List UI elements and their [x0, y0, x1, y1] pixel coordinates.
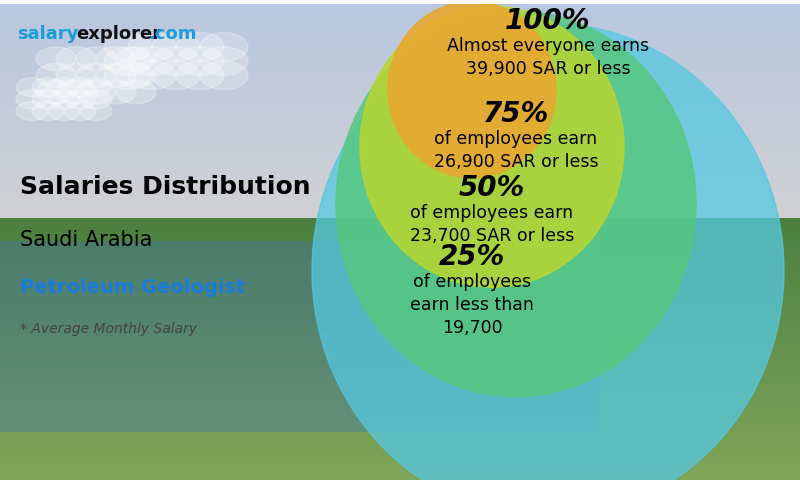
- Circle shape: [32, 90, 64, 108]
- Bar: [400, 166, 412, 204]
- Circle shape: [104, 47, 152, 75]
- Circle shape: [76, 80, 116, 104]
- Circle shape: [16, 102, 48, 120]
- Circle shape: [48, 78, 80, 97]
- Text: 100%: 100%: [506, 7, 590, 35]
- Text: salary: salary: [18, 25, 79, 43]
- Circle shape: [80, 102, 112, 120]
- Text: .com: .com: [148, 25, 197, 43]
- Circle shape: [32, 102, 64, 120]
- Text: of employees earn
23,700 SAR or less: of employees earn 23,700 SAR or less: [410, 204, 574, 245]
- Circle shape: [176, 61, 224, 90]
- Circle shape: [36, 47, 76, 71]
- Circle shape: [152, 47, 200, 75]
- Bar: [552, 166, 562, 209]
- Bar: [432, 166, 443, 209]
- Ellipse shape: [360, 6, 624, 287]
- Circle shape: [96, 63, 136, 87]
- Text: Petroleum Geologist: Petroleum Geologist: [20, 278, 246, 297]
- Circle shape: [116, 63, 156, 87]
- Circle shape: [116, 47, 156, 71]
- Circle shape: [152, 61, 200, 90]
- Ellipse shape: [312, 23, 784, 480]
- Circle shape: [128, 61, 176, 90]
- Ellipse shape: [336, 11, 696, 396]
- Bar: [584, 166, 596, 218]
- Circle shape: [16, 90, 48, 108]
- Circle shape: [64, 90, 96, 108]
- Circle shape: [104, 61, 152, 90]
- Circle shape: [176, 47, 224, 75]
- Text: 25%: 25%: [439, 242, 505, 271]
- Bar: [568, 166, 578, 214]
- Text: of employees
earn less than
19,700: of employees earn less than 19,700: [410, 273, 534, 337]
- Circle shape: [152, 33, 200, 61]
- Text: explorer: explorer: [76, 25, 161, 43]
- Bar: [600, 170, 608, 209]
- Circle shape: [48, 102, 80, 120]
- Circle shape: [64, 78, 96, 97]
- Bar: [464, 166, 474, 214]
- Circle shape: [36, 63, 76, 87]
- Circle shape: [96, 47, 136, 71]
- Bar: [448, 166, 461, 218]
- Circle shape: [80, 90, 112, 108]
- Bar: [504, 170, 512, 214]
- Circle shape: [56, 63, 96, 87]
- Bar: [480, 166, 492, 223]
- Text: 50%: 50%: [459, 174, 525, 202]
- Circle shape: [64, 102, 96, 120]
- Circle shape: [56, 47, 96, 71]
- Circle shape: [128, 47, 176, 75]
- Ellipse shape: [388, 1, 556, 178]
- Bar: [416, 166, 426, 214]
- Circle shape: [176, 33, 224, 61]
- Bar: [496, 166, 507, 218]
- Bar: [520, 170, 530, 209]
- Text: Saudi Arabia: Saudi Arabia: [20, 229, 152, 250]
- Circle shape: [36, 80, 76, 104]
- Circle shape: [200, 61, 248, 90]
- Circle shape: [80, 78, 112, 97]
- Text: * Average Monthly Salary: * Average Monthly Salary: [20, 322, 197, 336]
- Circle shape: [76, 63, 116, 87]
- Circle shape: [200, 33, 248, 61]
- Text: of employees earn
26,900 SAR or less: of employees earn 26,900 SAR or less: [434, 130, 598, 171]
- Circle shape: [116, 80, 156, 104]
- Text: 75%: 75%: [483, 100, 549, 128]
- Circle shape: [48, 90, 80, 108]
- Circle shape: [104, 33, 152, 61]
- Circle shape: [56, 80, 96, 104]
- Circle shape: [16, 78, 48, 97]
- Circle shape: [200, 47, 248, 75]
- Bar: [536, 170, 545, 204]
- Text: Salaries Distribution: Salaries Distribution: [20, 175, 310, 199]
- Circle shape: [128, 33, 176, 61]
- Text: Almost everyone earns
39,900 SAR or less: Almost everyone earns 39,900 SAR or less: [447, 37, 649, 78]
- Circle shape: [96, 80, 136, 104]
- Circle shape: [76, 47, 116, 71]
- Circle shape: [32, 78, 64, 97]
